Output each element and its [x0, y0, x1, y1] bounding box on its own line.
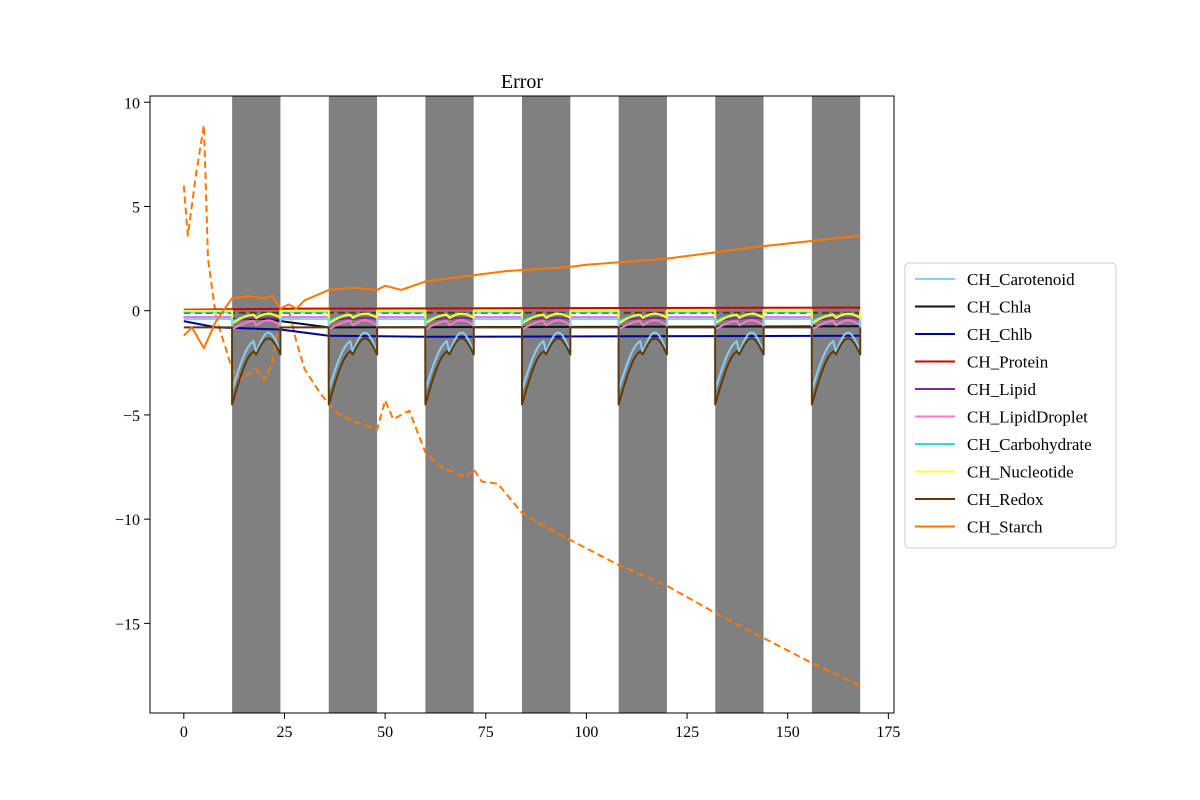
- legend-label-ch-lipiddroplet: CH_LipidDroplet: [967, 408, 1088, 427]
- y-tick-label--15: −15: [115, 616, 140, 633]
- legend-label-ch-carotenoid: CH_Carotenoid: [967, 270, 1075, 289]
- dark-period-band-5: [618, 96, 667, 713]
- legend-label-ch-chla: CH_Chla: [967, 298, 1032, 317]
- y-tick-label-10: 10: [124, 95, 140, 112]
- series-line-ch-lipiddroplet: [183, 316, 862, 331]
- legend: CH_Carotenoid CH_Chla CH_Chlb CH_Protein CH_…: [904, 262, 1117, 549]
- series-line-ch-chlb: [183, 320, 861, 338]
- dark-period-band-4: [522, 96, 571, 713]
- series-line-ch-starch: [183, 234, 861, 350]
- y-tick-label--5: −5: [123, 408, 140, 425]
- dark-period-band-7: [811, 96, 861, 713]
- x-tick-label-125: 125: [675, 724, 699, 741]
- series-line-ch-nucleotide: [183, 309, 862, 325]
- legend-label-ch-redox: CH_Redox: [967, 490, 1044, 509]
- x-axis: 0 25 50 75 100 125 150 175: [180, 713, 900, 741]
- dark-period-band-6: [715, 96, 764, 713]
- legend-label-ch-chlb: CH_Chlb: [967, 325, 1032, 344]
- x-tick-label-75: 75: [478, 724, 494, 741]
- dark-period-bands: [232, 96, 861, 713]
- legend-label-ch-starch: CH_Starch: [967, 518, 1043, 537]
- y-tick-label-0: 0: [132, 304, 140, 321]
- dark-period-band-1: [232, 96, 281, 713]
- x-tick-label-0: 0: [180, 724, 188, 741]
- y-axis: 10 5 0 −5 −10 −15: [115, 95, 150, 633]
- series-lines: [182, 124, 862, 687]
- series-line-ch-redox: [183, 326, 862, 406]
- x-tick-label-50: 50: [377, 724, 393, 741]
- x-tick-label-25: 25: [276, 724, 292, 741]
- y-tick-label--10: −10: [115, 512, 140, 529]
- x-tick-label-100: 100: [574, 724, 598, 741]
- series-line-ch-carotenoid: [183, 318, 862, 391]
- x-tick-label-175: 175: [876, 724, 900, 741]
- dark-period-band-2: [328, 96, 378, 713]
- chart-title: Error: [501, 71, 544, 93]
- legend-label-ch-lipid: CH_Lipid: [967, 380, 1036, 399]
- legend-label-ch-carbohydrate: CH_Carbohydrate: [967, 435, 1092, 454]
- dark-period-band-3: [425, 96, 474, 713]
- y-tick-label-5: 5: [132, 199, 140, 216]
- x-tick-label-150: 150: [776, 724, 800, 741]
- legend-label-ch-protein: CH_Protein: [967, 353, 1049, 372]
- legend-box: [904, 262, 1117, 549]
- legend-label-ch-nucleotide: CH_Nucleotide: [967, 463, 1074, 482]
- plot-frame: [149, 95, 895, 714]
